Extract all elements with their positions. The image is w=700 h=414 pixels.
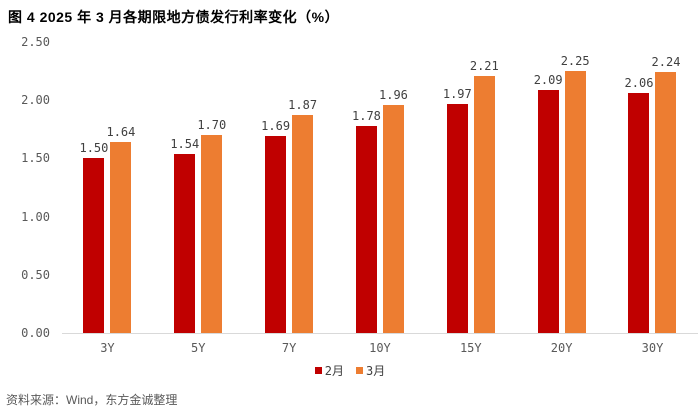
legend-item-1: 3月	[356, 362, 385, 379]
x-tick-label: 3Y	[100, 341, 115, 355]
data-label: 2.25	[560, 54, 590, 69]
bar-group-5Y: 1.54 1.70 5Y	[170, 118, 226, 355]
bar-group-10Y: 1.78 1.96 10Y	[352, 88, 408, 355]
legend-swatch-icon	[356, 367, 363, 374]
x-tick-label: 10Y	[369, 341, 391, 355]
data-label: 1.96	[379, 87, 408, 102]
bar-2月-7Y: 1.69	[261, 119, 290, 333]
bar-2月-3Y: 1.50	[79, 141, 108, 333]
data-label: 1.97	[442, 86, 472, 101]
data-label: 2.24	[651, 55, 681, 70]
bar-group-20Y: 2.09 2.25 20Y	[534, 54, 590, 355]
data-label: 1.50	[79, 141, 109, 156]
data-label: 1.78	[352, 108, 381, 123]
data-label: 2.09	[533, 72, 563, 87]
y-tick-label: 0.50	[21, 267, 50, 282]
x-tick-label: 15Y	[459, 341, 482, 355]
plot-area: 1.50 1.64 3Y 1.54 1.70 5Y 1.69 1.87 7Y 1.78 1.96 10…	[62, 42, 698, 355]
bar-group-30Y: 2.06 2.24 30Y	[625, 55, 681, 355]
data-label: 1.69	[261, 119, 291, 134]
x-tick-label: 5Y	[191, 341, 206, 355]
source-note: 资料来源：Wind，东方金诚整理	[6, 393, 178, 407]
bar-3月-30Y: 2.24	[652, 55, 680, 333]
bar-group-7Y: 1.69 1.87 7Y	[261, 98, 317, 355]
y-tick-label: 2.00	[21, 93, 50, 108]
chart-title: 图 4 2025 年 3 月各期限地方债发行利率变化（%）	[8, 9, 340, 25]
bar-2月-15Y: 1.97	[443, 87, 472, 333]
bar-3月-20Y: 2.25	[561, 54, 590, 333]
bar-3月-15Y: 2.21	[470, 59, 499, 333]
bar-2月-5Y: 1.54	[170, 137, 199, 333]
bar-2月-30Y: 2.06	[625, 76, 653, 333]
bar-3月-10Y: 1.96	[379, 88, 408, 333]
bar-3月-7Y: 1.87	[288, 98, 317, 333]
data-label: 1.87	[288, 98, 318, 113]
y-tick-label: 0.00	[21, 326, 50, 340]
bar-3月-5Y: 1.70	[197, 118, 226, 333]
bar-2月-20Y: 2.09	[534, 73, 563, 333]
x-tick-label: 7Y	[281, 341, 297, 355]
data-label: 2.06	[624, 76, 654, 91]
data-label: 2.21	[469, 58, 499, 73]
bar-3月-3Y: 1.64	[106, 125, 135, 333]
data-label: 1.70	[197, 118, 227, 133]
legend-swatch-icon	[314, 367, 322, 374]
bar-2月-10Y: 1.78	[352, 109, 381, 333]
x-tick-label: 30Y	[641, 341, 664, 355]
legend-item-0: 2月	[314, 362, 344, 379]
legend-label: 3月	[366, 364, 386, 378]
bar-group-3Y: 1.50 1.64 3Y	[79, 125, 135, 355]
bar-group-15Y: 1.97 2.21 15Y	[443, 59, 499, 355]
legend: 2月 3月	[0, 362, 700, 379]
y-tick-label: 1.00	[21, 209, 50, 224]
legend-label: 2月	[324, 364, 344, 378]
data-label: 1.54	[170, 136, 200, 151]
y-axis: 2.50 2.00 1.50 1.00 0.50 0.00	[0, 0, 56, 414]
x-tick-label: 20Y	[550, 341, 573, 355]
data-label: 1.64	[106, 125, 136, 140]
y-tick-label: 2.50	[21, 35, 50, 49]
y-tick-label: 1.50	[21, 151, 50, 166]
